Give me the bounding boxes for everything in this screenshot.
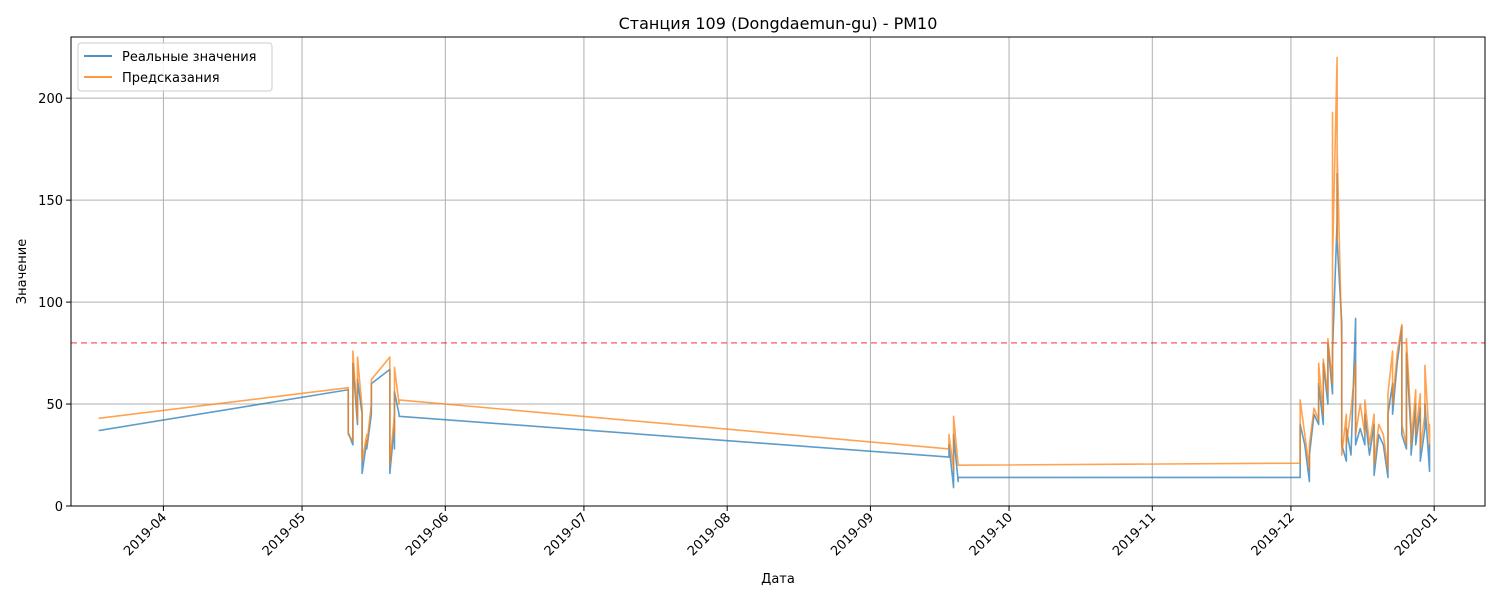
x-tick-label: 2019-07 (542, 510, 591, 559)
series-line-actual (98, 172, 1431, 489)
x-axis-ticks: 2019-04 2019-05 2019-06 2019-07 2019-08 2019-… (121, 506, 1441, 559)
y-axis-title: Значение (15, 239, 30, 304)
y-tick-label: 200 (38, 92, 63, 107)
x-tick-label: 2019-06 (403, 510, 452, 559)
legend-label: Реальные значения (122, 50, 257, 65)
x-tick-label: 2019-10 (967, 510, 1016, 559)
series-line-predicted (98, 56, 1431, 471)
x-axis-title: Дата (761, 572, 795, 587)
x-tick-label: 2019-11 (1110, 510, 1159, 559)
x-tick-label: 2019-08 (685, 510, 734, 559)
x-tick-label: 2019-12 (1249, 510, 1298, 559)
x-tick-label: 2020-01 (1392, 510, 1441, 559)
x-tick-label: 2019-04 (121, 510, 170, 559)
plot-frame (70, 36, 1486, 507)
legend-label: Предсказания (122, 71, 220, 86)
y-tick-label: 100 (38, 296, 63, 311)
grid (71, 37, 1485, 507)
y-tick-label: 0 (55, 500, 63, 515)
y-tick-label: 150 (38, 194, 63, 209)
y-axis-ticks: 0 50 100 150 200 (38, 92, 71, 515)
series-layer (98, 56, 1431, 489)
x-tick-label: 2019-09 (828, 510, 877, 559)
legend: Реальные значения Предсказания (77, 42, 273, 92)
chart-title: Станция 109 (Dongdaemun-gu) - PM10 (619, 14, 938, 33)
y-tick-label: 50 (46, 398, 63, 413)
x-tick-label: 2019-05 (260, 510, 309, 559)
legend-box (77, 42, 273, 92)
